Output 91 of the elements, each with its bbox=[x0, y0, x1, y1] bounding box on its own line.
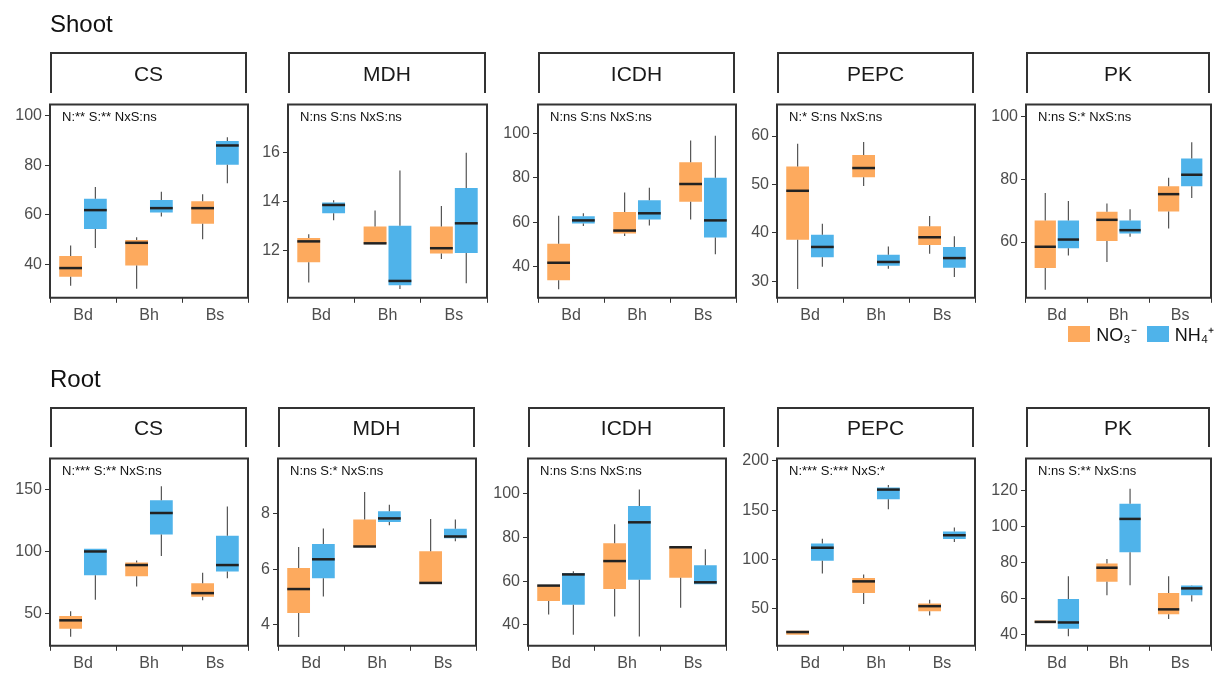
y-tick-label: 12 bbox=[262, 241, 281, 259]
y-tick-label: 100 bbox=[503, 123, 531, 141]
x-tick-label: Bs bbox=[1170, 653, 1190, 671]
x-tick-label: Bh bbox=[367, 653, 387, 671]
y-tick-label: 60 bbox=[1000, 232, 1019, 250]
x-tick-label: Bs bbox=[205, 305, 225, 323]
legend-label: NO₃⁻ bbox=[1096, 324, 1137, 346]
chart-title: MDH bbox=[288, 52, 486, 93]
x-tick-label: Bh bbox=[1108, 305, 1129, 323]
y-tick-label: 50 bbox=[751, 174, 770, 192]
x-tick-label: Bd bbox=[1047, 305, 1067, 323]
x-tick-label: Bd bbox=[311, 305, 331, 323]
y-tick-label: 8 bbox=[261, 504, 271, 522]
x-tick-label: Bd bbox=[800, 653, 820, 671]
x-tick-label: Bs bbox=[693, 305, 713, 323]
chart-title: ICDH bbox=[528, 407, 725, 447]
chart-title: PK bbox=[1026, 52, 1210, 93]
x-tick-label: Bh bbox=[866, 305, 886, 323]
y-tick-label: 100 bbox=[15, 106, 43, 124]
annotation: N:ns S:* NxS:ns bbox=[290, 462, 384, 478]
x-tick-label: Bs bbox=[444, 305, 464, 323]
y-tick-label: 150 bbox=[15, 480, 43, 498]
x-tick-label: Bh bbox=[617, 653, 637, 671]
x-tick-label: Bh bbox=[377, 305, 398, 323]
y-tick-label: 80 bbox=[1000, 553, 1019, 571]
y-tick-label: 80 bbox=[1000, 169, 1019, 187]
annotation: N:ns S:ns NxS:ns bbox=[550, 108, 653, 124]
y-tick-label: 50 bbox=[24, 603, 43, 621]
annotation: N:* S:ns NxS:ns bbox=[789, 108, 883, 124]
y-tick-label: 14 bbox=[262, 192, 281, 210]
x-tick-label: Bh bbox=[139, 305, 159, 323]
y-tick-label: 16 bbox=[262, 143, 281, 161]
y-tick-label: 50 bbox=[751, 598, 770, 616]
y-tick-label: 100 bbox=[991, 517, 1019, 535]
y-tick-label: 40 bbox=[751, 223, 770, 241]
y-tick-label: 80 bbox=[24, 155, 43, 173]
x-tick-label: Bd bbox=[1047, 653, 1067, 671]
y-tick-label: 100 bbox=[991, 107, 1019, 125]
y-tick-label: 60 bbox=[1000, 589, 1019, 606]
chart-title: CS bbox=[50, 52, 247, 93]
x-tick-label: Bd bbox=[551, 653, 571, 671]
x-tick-label: Bs bbox=[1170, 305, 1190, 323]
x-tick-label: Bh bbox=[1108, 653, 1129, 671]
y-tick-label: 60 bbox=[502, 571, 521, 589]
annotation: N:ns S:* NxS:ns bbox=[1038, 108, 1132, 124]
y-tick-label: 40 bbox=[502, 615, 521, 633]
x-tick-label: Bs bbox=[932, 653, 952, 671]
y-tick-label: 40 bbox=[24, 254, 43, 272]
x-tick-label: Bd bbox=[73, 305, 93, 323]
chart-subtitle: Shoot bbox=[50, 10, 113, 38]
y-tick-label: 80 bbox=[502, 527, 521, 545]
x-tick-label: Bh bbox=[866, 653, 886, 671]
x-tick-label: Bh bbox=[627, 305, 647, 323]
y-tick-label: 100 bbox=[493, 484, 521, 502]
x-tick-label: Bs bbox=[205, 653, 225, 671]
x-tick-label: Bd bbox=[561, 305, 581, 323]
annotation: N:ns S:ns NxS:ns bbox=[540, 462, 643, 478]
annotation: N:*** S:** NxS:ns bbox=[62, 462, 163, 478]
x-tick-label: Bd bbox=[73, 653, 93, 671]
y-tick-label: 100 bbox=[15, 542, 43, 560]
x-tick-label: Bs bbox=[683, 653, 703, 671]
annotation: N:** S:** NxS:ns bbox=[62, 108, 158, 124]
x-tick-label: Bh bbox=[139, 653, 159, 671]
y-tick-label: 100 bbox=[742, 549, 770, 567]
y-tick-label: 150 bbox=[742, 500, 770, 518]
x-tick-label: Bd bbox=[800, 305, 820, 323]
chart-title: CS bbox=[50, 407, 247, 447]
chart-title: MDH bbox=[278, 407, 475, 447]
y-tick-label: 60 bbox=[24, 205, 43, 223]
chart-title: PEPC bbox=[777, 52, 974, 93]
y-tick-label: 80 bbox=[512, 168, 531, 186]
annotation: N:ns S:** NxS:ns bbox=[1038, 462, 1137, 478]
x-tick-label: Bd bbox=[301, 653, 321, 671]
y-tick-label: 40 bbox=[1000, 624, 1019, 642]
y-tick-label: 4 bbox=[261, 615, 271, 633]
x-tick-label: Bs bbox=[932, 305, 952, 323]
x-tick-label: Bs bbox=[433, 653, 453, 671]
y-tick-label: 40 bbox=[512, 256, 531, 274]
y-tick-label: 60 bbox=[512, 212, 531, 230]
legend-label: NH₄⁺ bbox=[1174, 324, 1214, 346]
chart-title: PEPC bbox=[777, 407, 974, 447]
y-tick-label: 60 bbox=[751, 126, 770, 144]
chart-title: ICDH bbox=[538, 52, 735, 93]
y-tick-label: 120 bbox=[991, 481, 1019, 499]
annotation: N:ns S:ns NxS:ns bbox=[300, 108, 403, 124]
chart-title: PK bbox=[1026, 407, 1210, 447]
y-tick-label: 30 bbox=[751, 271, 770, 289]
annotation: N:*** S:*** NxS:* bbox=[789, 462, 886, 478]
chart-subtitle: Root bbox=[50, 365, 101, 393]
y-tick-label: 200 bbox=[742, 451, 770, 469]
y-tick-label: 6 bbox=[261, 559, 271, 577]
